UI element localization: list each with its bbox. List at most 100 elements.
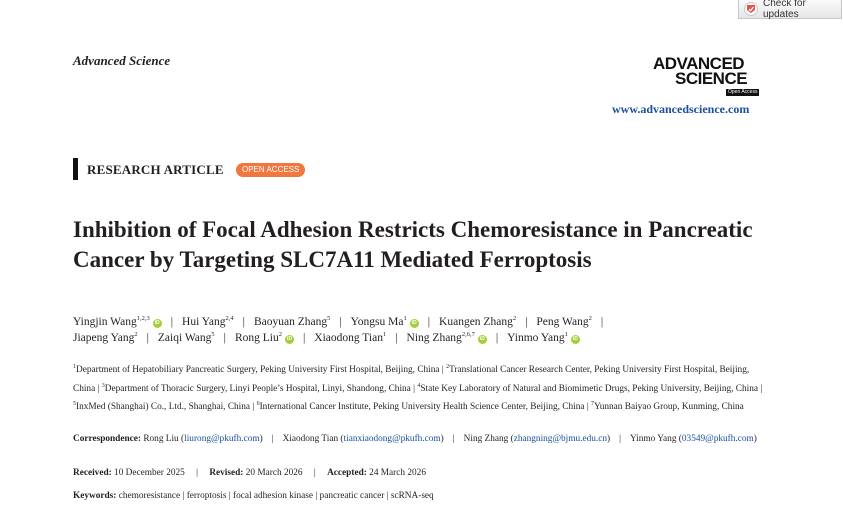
affiliation-text: Translational Cancer Research Center, Pe… bbox=[73, 365, 750, 394]
revised-label: Revised: bbox=[209, 468, 244, 478]
author-name: Zaiqi Wang bbox=[157, 331, 212, 344]
author[interactable]: Xiaodong Tian1 bbox=[314, 331, 387, 344]
affiliations: 1Department of Hepatobiliary Pancreatic … bbox=[73, 360, 773, 416]
author[interactable]: Hui Yang2,4 bbox=[182, 315, 234, 328]
keyword[interactable]: chemoresistance bbox=[118, 491, 181, 501]
author-affil-ref: 1 bbox=[564, 331, 568, 338]
correspondence-separator: | bbox=[452, 434, 455, 444]
check-for-updates-label: Check for updates bbox=[763, 0, 806, 20]
author[interactable]: Zaiqi Wang5 bbox=[157, 331, 215, 344]
received-date: 10 December 2025 bbox=[114, 468, 185, 478]
affiliation: 3Department of Thoracic Surgery, Linyi P… bbox=[101, 382, 411, 394]
affiliation-text: Department of Hepatobiliary Pancreatic S… bbox=[76, 365, 440, 376]
affiliation-number: 7 bbox=[591, 401, 595, 408]
author-separator: | bbox=[495, 331, 499, 344]
dates-separator: | bbox=[313, 468, 316, 478]
open-access-badge: OPEN ACCESS bbox=[236, 163, 306, 177]
author-name: Yingjin Wang bbox=[73, 315, 137, 328]
author-affil-ref: 1 bbox=[382, 331, 387, 338]
journal-logo[interactable]: ADVANCED SCIENCE Open Access bbox=[640, 55, 775, 97]
correspondent-name: Ning Zhang bbox=[463, 434, 509, 444]
author[interactable]: Ning Zhang2,6,7iD bbox=[406, 331, 487, 344]
orcid-icon[interactable]: iD bbox=[477, 334, 487, 344]
author-list-line-1: Yingjin Wang1,2,3iD | Hui Yang2,4 | Baoyuan … bbox=[73, 315, 612, 328]
journal-website-link[interactable]: www.advancedscience.com bbox=[612, 102, 750, 116]
correspondence-label: Correspondence: bbox=[73, 434, 141, 444]
author-separator: | bbox=[302, 331, 306, 344]
orcid-icon[interactable]: iD bbox=[409, 318, 419, 328]
keyword[interactable]: scRNA-seq bbox=[390, 491, 434, 501]
accepted-date: 24 March 2026 bbox=[369, 468, 426, 478]
author-affil-ref: 2,6,7 bbox=[461, 331, 475, 338]
correspondence-separator: | bbox=[619, 434, 621, 444]
affiliation-number: 1 bbox=[73, 364, 76, 370]
keyword[interactable]: ferroptosis bbox=[186, 491, 227, 501]
keyword-separator: | bbox=[182, 491, 185, 501]
affiliation-text: InxMed (Shanghai) Co., Ltd., Shanghai, C… bbox=[76, 402, 251, 413]
email-link[interactable]: tianxiaodong@pkufh.com bbox=[343, 434, 441, 444]
article-dates: Received: 10 December 2025 | Revised: 20… bbox=[73, 468, 426, 478]
keyword[interactable]: pancreatic cancer bbox=[319, 491, 385, 501]
author-affil-ref: 5 bbox=[327, 315, 331, 322]
orcid-icon[interactable]: iD bbox=[284, 334, 294, 344]
affiliation-separator: | bbox=[586, 402, 589, 413]
author[interactable]: Peng Wang2 bbox=[536, 315, 591, 328]
author-affil-ref: 2 bbox=[134, 331, 138, 338]
keyword-separator: | bbox=[228, 491, 231, 501]
email-link[interactable]: 03549@pkufh.com bbox=[681, 434, 754, 444]
author[interactable]: Kuangen Zhang2 bbox=[439, 315, 516, 328]
author-name: Hui Yang bbox=[182, 315, 226, 328]
email-link[interactable]: liurong@pkufh.com bbox=[184, 434, 260, 444]
article-type-bar bbox=[73, 158, 78, 180]
email-link[interactable]: zhangning@bjmu.edu.cn bbox=[513, 434, 607, 444]
author[interactable]: Yingjin Wang1,2,3iD bbox=[73, 315, 162, 328]
author-name: Jiapeng Yang bbox=[73, 331, 135, 344]
affiliation: 5InxMed (Shanghai) Co., Ltd., Shanghai, … bbox=[73, 401, 251, 413]
logo-line2: SCIENCE bbox=[675, 69, 748, 88]
affiliation: 2Translational Cancer Research Center, P… bbox=[73, 364, 750, 394]
crossmark-icon bbox=[744, 2, 758, 16]
keyword-separator: | bbox=[386, 491, 389, 501]
affiliation-number: 6 bbox=[256, 401, 260, 408]
author[interactable]: Rong Liu2iD bbox=[234, 331, 294, 344]
keyword-separator: | bbox=[315, 491, 318, 501]
author[interactable]: Yinmo Yang1iD bbox=[507, 331, 580, 344]
correspondent-name: Rong Liu bbox=[143, 434, 179, 444]
author-affil-ref: 1 bbox=[403, 315, 407, 322]
author-name: Kuangen Zhang bbox=[439, 315, 513, 328]
check-for-updates-button[interactable]: Check for updates bbox=[738, 0, 842, 20]
author-affil-ref: 2,4 bbox=[225, 315, 234, 322]
author-affil-ref: 5 bbox=[211, 331, 215, 338]
author-separator: | bbox=[242, 315, 245, 328]
affiliation-separator: | bbox=[252, 402, 255, 413]
author-name: Xiaodong Tian bbox=[314, 331, 383, 344]
author-name: Rong Liu bbox=[234, 331, 279, 344]
author-list-line-2: Jiapeng Yang2 | Zaiqi Wang5 | Rong Liu2iD | Xi… bbox=[73, 331, 580, 344]
affiliation-text: International Cancer Institute, Peking U… bbox=[259, 402, 585, 413]
affiliation: 1Department of Hepatobiliary Pancreatic … bbox=[73, 364, 440, 376]
affiliation-separator: | bbox=[97, 383, 100, 394]
article-type: RESEARCH ARTICLE bbox=[87, 162, 224, 177]
affiliation-number: 5 bbox=[73, 401, 76, 408]
affiliation-number: 3 bbox=[101, 382, 105, 389]
affiliation-separator: | bbox=[441, 365, 444, 376]
keyword[interactable]: focal adhesion kinase bbox=[232, 491, 314, 501]
orcid-icon[interactable]: iD bbox=[570, 334, 580, 344]
keywords: Keywords: chemoresistance | ferroptosis … bbox=[73, 491, 434, 501]
affiliation: 4State Key Laboratory of Natural and Bio… bbox=[417, 383, 758, 394]
affiliation-separator: | bbox=[413, 383, 416, 394]
author-affil-ref: 1,2,3 bbox=[136, 315, 150, 322]
author-separator: | bbox=[525, 315, 528, 328]
keyword-list: chemoresistance | ferroptosis | focal ad… bbox=[119, 491, 434, 501]
author-name: Ning Zhang bbox=[406, 331, 462, 344]
correspondence: Correspondence: Rong Liu (liurong@pkufh.… bbox=[73, 434, 757, 444]
author[interactable]: Yongsu Ma1iD bbox=[350, 315, 419, 328]
author-affil-ref: 2 bbox=[278, 331, 282, 338]
author-name: Yinmo Yang bbox=[507, 331, 565, 344]
author[interactable]: Baoyuan Zhang5 bbox=[254, 315, 331, 328]
author[interactable]: Jiapeng Yang2 bbox=[73, 331, 138, 344]
keywords-label: Keywords: bbox=[73, 491, 117, 501]
correspondent-name: Xiaodong Tian bbox=[282, 434, 339, 444]
author-name: Yongsu Ma bbox=[350, 315, 404, 328]
orcid-icon[interactable]: iD bbox=[152, 318, 162, 328]
